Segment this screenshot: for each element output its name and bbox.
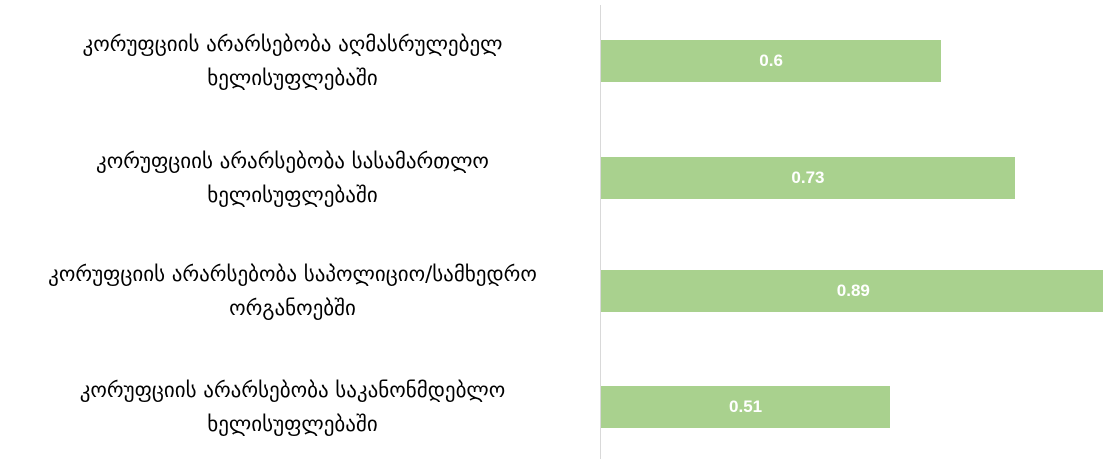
value-label: 0.89	[836, 281, 870, 300]
category-label: კორუფციის არარსებობა აღმასრულებელ ხელისუ…	[82, 32, 503, 90]
value-label: 0.73	[791, 168, 825, 187]
bar: 0.6	[601, 40, 942, 82]
bar: 0.89	[601, 270, 1103, 312]
value-label: 0.51	[729, 397, 763, 416]
bar: 0.73	[601, 157, 1015, 199]
value-label: 0.6	[759, 51, 783, 70]
category-label: კორუფციის არარსებობა საკანონმდებლო ხელის…	[79, 378, 506, 436]
category-label: კორუფციის არარსებობა სასამართლო ხელისუფლ…	[96, 149, 489, 207]
category-label: კორუფციის არარსებობა საპოლიციო/სამხედრო …	[48, 262, 537, 320]
category-axis	[600, 5, 601, 459]
bar: 0.51	[601, 386, 891, 428]
